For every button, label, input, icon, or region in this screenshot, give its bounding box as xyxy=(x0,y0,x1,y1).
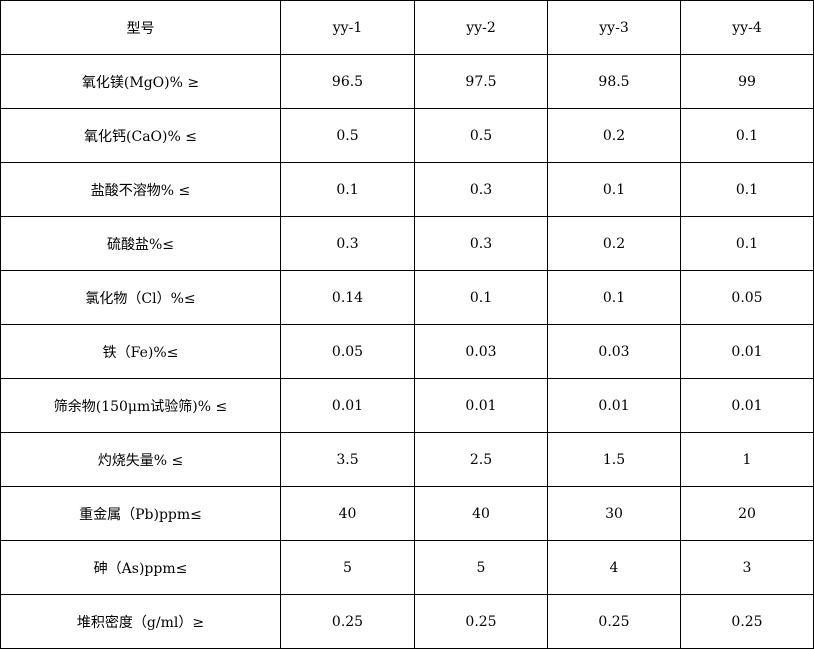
value-cell: 0.03 xyxy=(547,324,681,379)
table-row: 氧化钙(CaO)% ≤0.5 0.5 0.2 0.1 xyxy=(0,108,814,163)
header-model-yy-2: yy-2 xyxy=(414,0,548,55)
value-cell: 0.1 xyxy=(547,270,681,325)
table-row: 砷（As)ppm≤ 5 5 4 3 xyxy=(0,540,814,595)
value-cell: 0.25 xyxy=(280,594,415,649)
table-row: 铁（Fe)%≤ 0.05 0.03 0.03 0.01 xyxy=(0,324,814,379)
table-body: 氧化镁(MgO)% ≥96.5 97.5 98.5 99 氧化钙(CaO)% ≤0.5 0… xyxy=(0,54,814,649)
value-cell: 99 xyxy=(680,54,814,109)
header-model-yy-4: yy-4 xyxy=(680,0,814,55)
value-cell: 3 xyxy=(680,540,814,595)
value-cell: 0.14 xyxy=(280,270,415,325)
value-cell: 96.5 xyxy=(280,54,415,109)
value-cell: 0.3 xyxy=(414,216,548,271)
value-cell: 2.5 xyxy=(414,432,548,487)
value-cell: 0.25 xyxy=(547,594,681,649)
value-cell: 1 xyxy=(680,432,814,487)
value-cell: 0.01 xyxy=(680,378,814,433)
table-row: 堆积密度（g/ml）≥ 0.25 0.25 0.25 0.25 xyxy=(0,594,814,649)
value-cell: 0.05 xyxy=(680,270,814,325)
value-cell: 1.5 xyxy=(547,432,681,487)
table-row: 硫酸盐%≤ 0.3 0.3 0.2 0.1 xyxy=(0,216,814,271)
value-cell: 0.25 xyxy=(414,594,548,649)
header-model-yy-3: yy-3 xyxy=(547,0,681,55)
value-cell: 40 xyxy=(414,486,548,541)
value-cell: 0.03 xyxy=(414,324,548,379)
value-cell: 0.3 xyxy=(280,216,415,271)
value-cell: 0.01 xyxy=(414,378,548,433)
row-label: 灼烧失量% ≤ xyxy=(0,432,281,487)
row-label: 氧化钙(CaO)% ≤ xyxy=(0,108,281,163)
table-row: 氧化镁(MgO)% ≥96.5 97.5 98.5 99 xyxy=(0,54,814,109)
table-row: 氯化物（Cl）%≤ 0.14 0.1 0.1 0.05 xyxy=(0,270,814,325)
value-cell: 0.2 xyxy=(547,216,681,271)
table-row: 筛余物(150μm试验筛)% ≤0.01 0.01 0.01 0.01 xyxy=(0,378,814,433)
value-cell: 0.5 xyxy=(280,108,415,163)
value-cell: 0.1 xyxy=(680,162,814,217)
row-label: 砷（As)ppm≤ xyxy=(0,540,281,595)
value-cell: 3.5 xyxy=(280,432,415,487)
table-row: 重金属（Pb)ppm≤ 40 40 30 20 xyxy=(0,486,814,541)
value-cell: 0.01 xyxy=(680,324,814,379)
value-cell: 0.1 xyxy=(547,162,681,217)
row-label: 铁（Fe)%≤ xyxy=(0,324,281,379)
value-cell: 4 xyxy=(547,540,681,595)
value-cell: 0.05 xyxy=(280,324,415,379)
value-cell: 0.01 xyxy=(280,378,415,433)
value-cell: 0.5 xyxy=(414,108,548,163)
value-cell: 0.1 xyxy=(280,162,415,217)
row-label: 氯化物（Cl）%≤ xyxy=(0,270,281,325)
value-cell: 0.1 xyxy=(414,270,548,325)
value-cell: 0.1 xyxy=(680,216,814,271)
table-row: 灼烧失量% ≤3.5 2.5 1.5 1 xyxy=(0,432,814,487)
value-cell: 5 xyxy=(280,540,415,595)
value-cell: 98.5 xyxy=(547,54,681,109)
row-label: 堆积密度（g/ml）≥ xyxy=(0,594,281,649)
value-cell: 20 xyxy=(680,486,814,541)
value-cell: 30 xyxy=(547,486,681,541)
value-cell: 97.5 xyxy=(414,54,548,109)
value-cell: 0.3 xyxy=(414,162,548,217)
row-label: 筛余物(150μm试验筛)% ≤ xyxy=(0,378,281,433)
value-cell: 0.1 xyxy=(680,108,814,163)
row-label: 硫酸盐%≤ xyxy=(0,216,281,271)
row-label: 盐酸不溶物% ≤ xyxy=(0,162,281,217)
value-cell: 0.2 xyxy=(547,108,681,163)
header-model-label: 型号 xyxy=(0,0,281,55)
value-cell: 0.01 xyxy=(547,378,681,433)
header-row: 型号 yy-1 yy-2 yy-3 yy-4 xyxy=(0,0,814,55)
value-cell: 40 xyxy=(280,486,415,541)
table-row: 盐酸不溶物% ≤0.1 0.3 0.1 0.1 xyxy=(0,162,814,217)
value-cell: 5 xyxy=(414,540,548,595)
value-cell: 0.25 xyxy=(680,594,814,649)
row-label: 重金属（Pb)ppm≤ xyxy=(0,486,281,541)
row-label: 氧化镁(MgO)% ≥ xyxy=(0,54,281,109)
header-model-yy-1: yy-1 xyxy=(280,0,415,55)
